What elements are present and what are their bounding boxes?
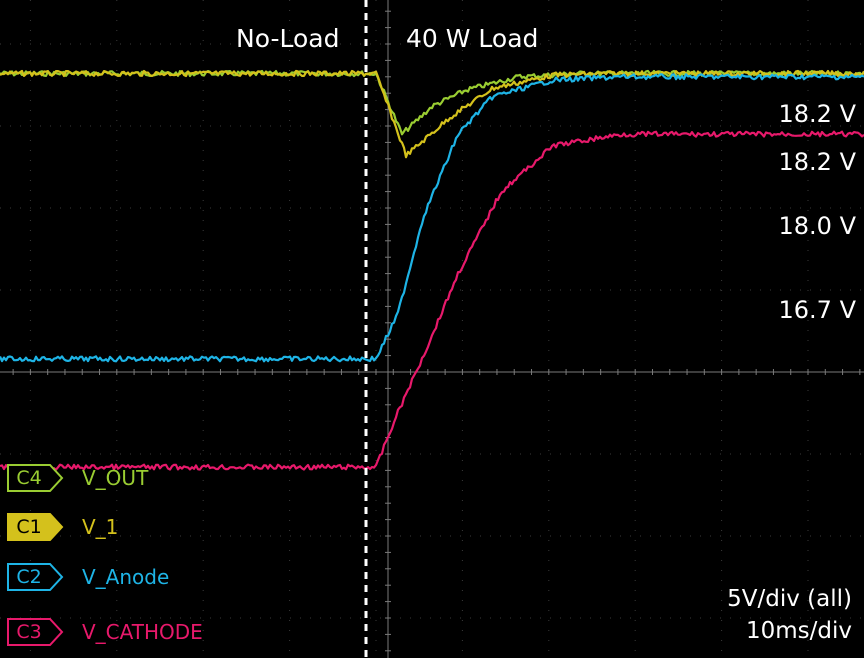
no-load-label: No-Load	[236, 24, 340, 53]
channel-tag-c2[interactable]: C2	[6, 562, 66, 592]
legend-name: V_OUT	[82, 466, 149, 490]
v-anode-value: 18.0 V	[778, 212, 856, 240]
trace-v-cathode	[0, 130, 864, 471]
channel-tag-c3[interactable]: C3	[6, 617, 66, 647]
channel-tag-c1[interactable]: C1	[6, 512, 66, 542]
legend-name: V_CATHODE	[82, 620, 203, 644]
load-label: 40 W Load	[406, 24, 539, 53]
channel-tag-shape	[7, 618, 64, 646]
legend-entry-c2[interactable]: C2 V_Anode	[6, 562, 169, 592]
time-scale-label: 10ms/div	[745, 618, 852, 644]
trace-v-out	[0, 69, 864, 136]
v-out-value: 18.2 V	[778, 100, 856, 128]
vertical-scale-label: 5V/div (all)	[727, 586, 852, 612]
legend-entry-c3[interactable]: C3 V_CATHODE	[6, 617, 203, 647]
v-1-value: 18.2 V	[778, 148, 856, 176]
legend-name: V_Anode	[82, 565, 170, 589]
channel-tag-shape	[7, 513, 64, 541]
traces	[0, 69, 864, 471]
legend-name: V_1	[82, 515, 119, 539]
channel-tag-c4[interactable]: C4	[6, 463, 66, 493]
channel-tag-shape	[7, 464, 64, 492]
v-cathode-value: 16.7 V	[778, 296, 856, 324]
trace-v-1	[0, 69, 864, 159]
legend-entry-c4[interactable]: C4 V_OUT	[6, 463, 148, 493]
channel-tag-shape	[7, 563, 64, 591]
trace-v-anode	[0, 73, 864, 363]
legend-entry-c1[interactable]: C1 V_1	[6, 512, 118, 542]
